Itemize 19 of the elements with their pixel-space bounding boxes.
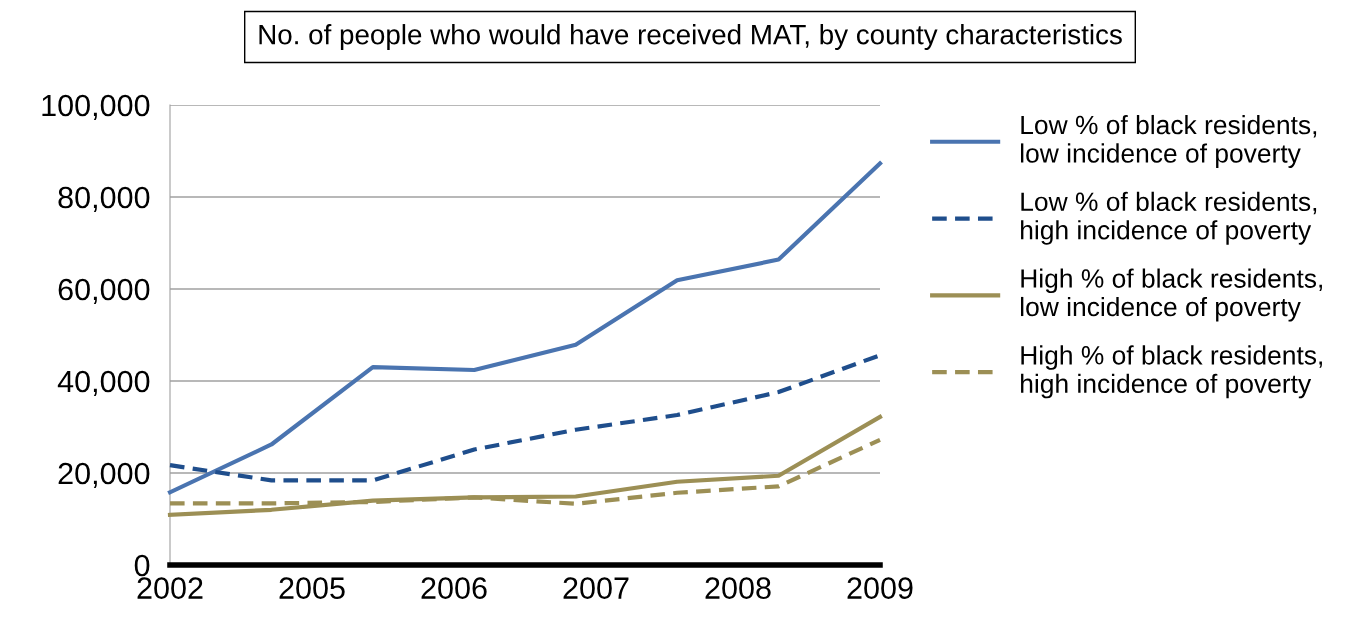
y-tick-label: 80,000 [58,186,150,212]
y-tick-label: 0 [134,554,150,577]
text: 2008 [705,577,771,599]
text: 2009 [847,577,913,599]
legend-label: Low % of black residents, high incidence of poverty [1021,191,1317,245]
y-tick-label: 60,000 [58,278,150,304]
y-tick-label: 20,000 [58,462,150,488]
line-series [167,161,883,495]
y-tick-label: 100,000 [42,94,150,120]
legend-label: High % of black residents, high incidence of poverty [1021,345,1322,399]
text: 2007 [563,577,629,599]
y-tick-label: 40,000 [57,370,150,396]
legend-label: Low % of black residents, low incidence of poverty [1021,114,1317,168]
line-series [167,414,883,517]
text: 2006 [421,577,487,599]
legend-label: High % of black residents, low incidence of poverty [1021,268,1322,322]
chart-title: No. of people who would have received MAT, by county characteristics [259,24,1122,50]
text: 2002 [137,577,203,599]
text: 2005 [279,577,345,599]
